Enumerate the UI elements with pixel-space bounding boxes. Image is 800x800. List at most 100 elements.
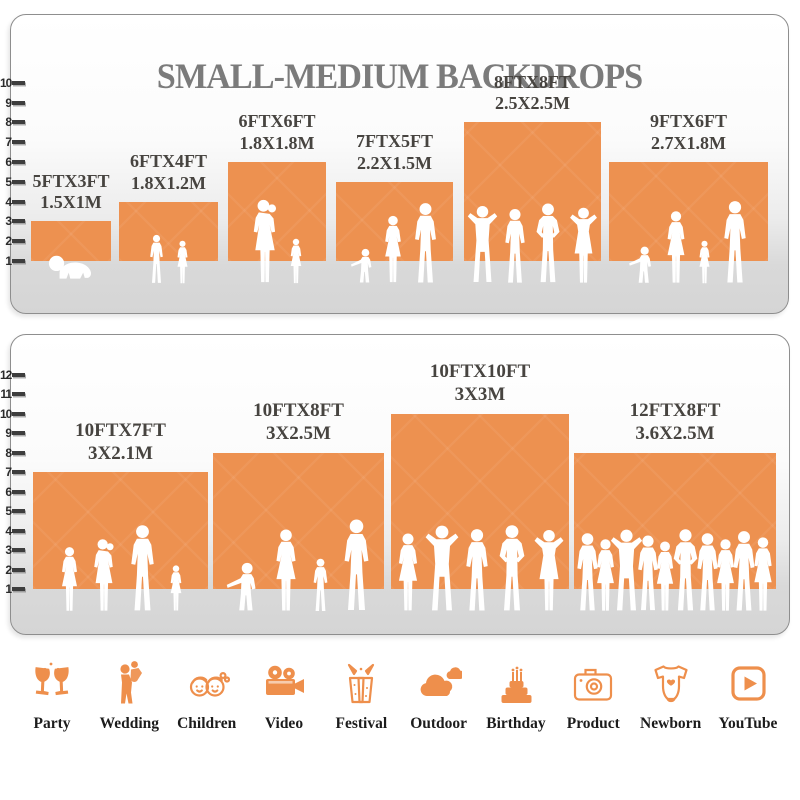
y-tick: 1 — [0, 581, 25, 597]
man-silhouette — [466, 529, 488, 611]
backdrop-rect — [609, 162, 768, 261]
people-silhouettes — [466, 202, 600, 284]
category-label: Product — [566, 715, 620, 732]
y-tick: 1 — [0, 253, 25, 269]
small-medium-panel: SMALL-MEDIUM BACKDROPS 1 2 3 4 5 6 7 8 9 10 5FTX3… — [0, 14, 789, 314]
y-tick-label: 4 — [5, 194, 12, 209]
woman-silhouette — [61, 547, 77, 611]
y-tick-mark — [12, 179, 25, 184]
video-icon — [261, 656, 307, 706]
y-tick: 4 — [0, 194, 25, 210]
bar-label: 10FTX10FT 3X3M — [429, 361, 531, 406]
girl-silhouette — [699, 240, 709, 284]
bar-label: 10FTX8FT 3X2.5M — [253, 400, 344, 445]
y-tick: 3 — [0, 213, 25, 229]
y-tick-label: 1 — [5, 582, 12, 596]
y-tick-label: 8 — [5, 115, 12, 130]
bar-label: 12FTX8FT 3.6X2.5M — [629, 400, 721, 445]
category-newborn: Newborn — [637, 656, 705, 733]
y-tick-label: 1 — [5, 254, 12, 268]
woman-silhouette — [398, 533, 418, 611]
woman-silhouette — [275, 529, 296, 611]
y-tick-mark — [12, 587, 25, 591]
girl-silhouette — [177, 240, 187, 284]
y-axis: 1 2 3 4 5 6 7 8 9 10 — [0, 15, 26, 313]
woman-silhouette — [384, 215, 401, 283]
category-row: Party Wedding — [18, 656, 782, 733]
y-tick: 8 — [0, 114, 25, 130]
youtube-icon — [725, 656, 771, 706]
category-wedding: Wedding — [95, 656, 163, 733]
category-festival: Festival — [327, 656, 395, 733]
people-silhouettes — [577, 528, 772, 612]
y-tick-label: 6 — [5, 155, 12, 169]
y-tick-mark — [12, 450, 25, 455]
y-tick-label: 7 — [5, 465, 12, 479]
y-tick-label: 12 — [0, 367, 12, 382]
y-tick-mark — [12, 509, 25, 513]
toddler-silhouette — [628, 246, 651, 283]
y-tick-label: 3 — [5, 543, 12, 557]
y-tick-label: 2 — [5, 234, 12, 249]
y-tick-mark — [12, 100, 25, 105]
y-tick-label: 9 — [5, 95, 12, 110]
y-tick-mark — [12, 160, 25, 164]
people-silhouettes — [57, 524, 184, 612]
y-tick: 9 — [0, 425, 25, 441]
people-silhouettes — [349, 202, 440, 284]
y-tick: 8 — [0, 445, 25, 461]
man-silhouette — [723, 201, 746, 283]
product-icon — [570, 656, 616, 706]
category-label: Party — [33, 715, 71, 732]
y-tick-label: 10 — [0, 406, 12, 421]
y-tick-label: 5 — [5, 504, 12, 518]
birthday-icon — [493, 656, 539, 706]
category-label: Video — [264, 715, 304, 732]
man-silhouette — [504, 209, 525, 283]
y-tick-mark — [12, 392, 25, 396]
mother-baby-silhouette — [253, 199, 277, 283]
y-tick: 6 — [0, 154, 25, 170]
category-product: Product — [559, 656, 627, 733]
y-tick-label: 7 — [5, 135, 12, 150]
man-armsup-silhouette — [467, 205, 497, 283]
man-silhouette — [414, 203, 436, 283]
girl-silhouette — [290, 238, 302, 284]
category-youtube: YouTube — [714, 656, 782, 733]
bar-label: 7FTX5FT 2.2X1.5M — [355, 130, 434, 173]
y-tick-mark — [12, 140, 25, 145]
woman-armsup-silhouette — [569, 207, 597, 283]
newborn-icon — [648, 656, 694, 706]
category-label: Outdoor — [410, 715, 468, 732]
woman-silhouette — [667, 211, 684, 283]
y-tick: 10 — [0, 406, 25, 422]
man-silhouette — [344, 519, 368, 611]
bar-label: 10FTX7FT 3X2.1M — [75, 419, 166, 464]
category-outdoor: Outdoor — [405, 656, 473, 733]
bar-label: 5FTX3FT 1.5X1M — [32, 170, 110, 213]
baby-silhouette — [48, 255, 92, 279]
people-silhouettes — [250, 198, 305, 284]
bar-label: 6FTX4FT 1.8X1.2M — [129, 150, 208, 193]
y-tick: 9 — [0, 95, 25, 111]
toddler-silhouette — [350, 248, 371, 283]
y-tick-mark — [12, 239, 25, 244]
people-silhouettes — [394, 524, 567, 612]
backdrop-rect — [228, 162, 326, 261]
category-label: Children — [177, 715, 237, 732]
people-silhouettes — [147, 234, 190, 284]
y-tick: 7 — [0, 134, 25, 150]
people-silhouettes — [224, 518, 373, 612]
page-title: SMALL-MEDIUM BACKDROPS — [156, 56, 643, 97]
y-tick-mark — [12, 411, 25, 416]
y-tick: 2 — [0, 562, 25, 578]
y-tick: 2 — [0, 233, 25, 249]
y-tick-label: 4 — [5, 523, 12, 538]
category-label: Festival — [335, 715, 388, 732]
festival-icon — [338, 656, 384, 706]
y-tick-label: 6 — [5, 484, 12, 499]
party-icon — [29, 656, 75, 706]
y-tick-label: 8 — [5, 445, 12, 460]
y-tick-mark — [12, 120, 25, 125]
